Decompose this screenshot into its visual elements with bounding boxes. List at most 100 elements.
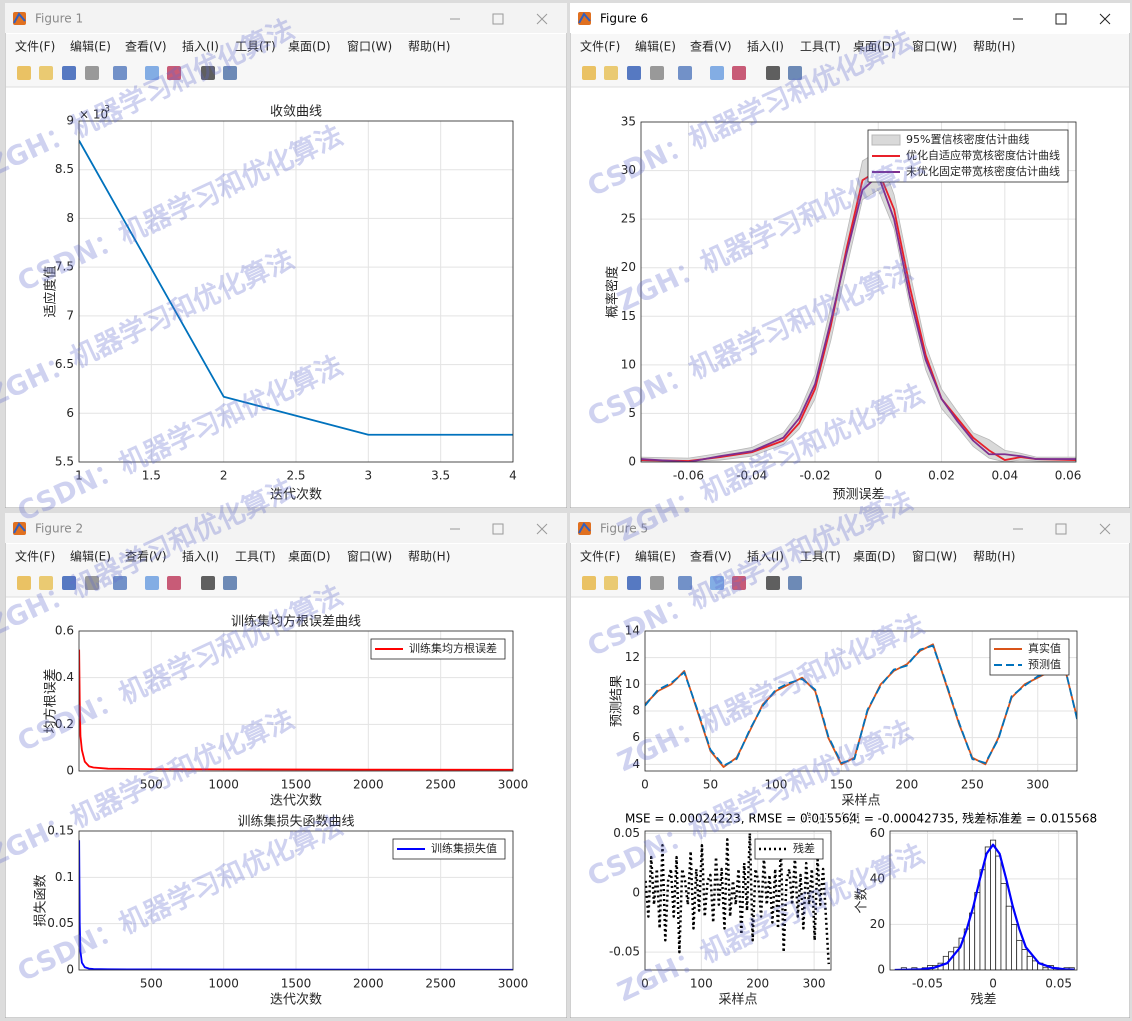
- menu-item[interactable]: 帮助(H): [408, 550, 450, 564]
- toolbar-button[interactable]: [17, 576, 31, 590]
- close-button[interactable]: [536, 523, 548, 535]
- close-button[interactable]: [1099, 523, 1111, 535]
- menu-item[interactable]: 窗口(W): [347, 550, 392, 564]
- menu-item[interactable]: 帮助(H): [973, 550, 1015, 564]
- toolbar-button[interactable]: [223, 576, 237, 590]
- legend-box: [754, 838, 824, 860]
- x-tick-label: 2: [220, 469, 228, 483]
- legend-label: 残差: [793, 841, 815, 855]
- toolbar-button[interactable]: [788, 576, 802, 590]
- menu-item[interactable]: 帮助(H): [408, 40, 450, 54]
- menu-item[interactable]: 查看(V): [125, 550, 167, 564]
- menu-item[interactable]: 编辑(E): [70, 549, 111, 564]
- y-tick-label: 8.5: [55, 162, 74, 176]
- menu-item[interactable]: 桌面(D): [288, 40, 331, 54]
- toolbar-button[interactable]: [627, 576, 641, 590]
- menu-item[interactable]: 文件(F): [580, 549, 620, 564]
- toolbar-button[interactable]: [201, 66, 215, 80]
- toolbar-button[interactable]: [39, 576, 53, 590]
- toolbar-button[interactable]: [113, 66, 127, 80]
- figure-window: Figure 6 文件(F) 编辑(E) 查看(V) 插入(I) 工具(T) 桌面(D) 窗口…: [570, 3, 1130, 508]
- toolbar-button[interactable]: [732, 576, 746, 590]
- menu-item[interactable]: 工具(T): [235, 40, 276, 54]
- toolbar-button[interactable]: [582, 576, 596, 590]
- maximize-button[interactable]: [492, 523, 504, 535]
- toolbar-button[interactable]: [62, 576, 76, 590]
- toolbar-button[interactable]: [39, 66, 53, 80]
- toolbar-button[interactable]: [201, 576, 215, 590]
- toolbar-button[interactable]: [113, 576, 127, 590]
- toolbar-button[interactable]: [627, 66, 641, 80]
- plot-area: [894, 839, 1075, 970]
- menu-item[interactable]: 工具(T): [800, 550, 841, 564]
- axes-title: 收敛曲线: [270, 104, 322, 120]
- toolbar-button[interactable]: [678, 66, 692, 80]
- y-axis-label: 损失函数: [34, 874, 49, 926]
- toolbar-button[interactable]: [650, 576, 664, 590]
- window-icon-shape: [13, 12, 26, 24]
- x-tick-label: 500: [140, 977, 163, 991]
- toolbar-button[interactable]: [167, 576, 181, 590]
- toolbar-button[interactable]: [62, 66, 76, 80]
- toolbar-button[interactable]: [678, 576, 692, 590]
- menu-item[interactable]: 查看(V): [125, 40, 167, 54]
- toolbar-button[interactable]: [85, 576, 99, 590]
- menu-item[interactable]: 编辑(E): [635, 549, 676, 564]
- toolbar-button[interactable]: [223, 66, 237, 80]
- menu-item[interactable]: 工具(T): [800, 40, 841, 54]
- toolbar-button[interactable]: [145, 66, 159, 80]
- toolbar-button[interactable]: [650, 66, 664, 80]
- close-button[interactable]: [1099, 13, 1111, 25]
- x-axis-label: 迭代次数: [270, 992, 322, 1008]
- toolbar-button[interactable]: [732, 66, 746, 80]
- plot-area: [645, 832, 830, 965]
- menu-item[interactable]: 插入(I): [747, 550, 784, 564]
- histogram-bar: [1021, 949, 1028, 970]
- toolbar-button[interactable]: [788, 66, 802, 80]
- toolbar-button[interactable]: [710, 576, 724, 590]
- y-tick-label: 35: [621, 115, 636, 129]
- x-tick-label: -0.05: [912, 977, 943, 991]
- menu-item[interactable]: 工具(T): [235, 550, 276, 564]
- toolbar-button[interactable]: [604, 66, 618, 80]
- menu-item[interactable]: 文件(F): [15, 549, 55, 564]
- maximize-button[interactable]: [1055, 523, 1067, 535]
- menu-item[interactable]: 窗口(W): [912, 550, 957, 564]
- menu-item[interactable]: 窗口(W): [347, 40, 392, 54]
- axes-box: [644, 630, 1078, 772]
- maximize-button[interactable]: [1055, 13, 1067, 25]
- histogram-bar: [1016, 939, 1023, 970]
- toolbar-button[interactable]: [582, 66, 596, 80]
- menu-item[interactable]: 桌面(D): [853, 550, 896, 564]
- x-tick-label: 200: [746, 977, 769, 991]
- toolbar-button[interactable]: [766, 576, 780, 590]
- menu-item[interactable]: 查看(V): [690, 40, 732, 54]
- menu-item[interactable]: 窗口(W): [912, 40, 957, 54]
- y-tick-label: 0: [628, 455, 636, 469]
- axes-title: 训练集损失函数曲线: [237, 814, 354, 830]
- menu-item[interactable]: 查看(V): [690, 550, 732, 564]
- data-line: [641, 174, 1076, 462]
- menu-item[interactable]: 桌面(D): [288, 550, 331, 564]
- toolbar-button[interactable]: [85, 66, 99, 80]
- menu-item[interactable]: 文件(F): [580, 39, 620, 54]
- toolbar-button[interactable]: [604, 576, 618, 590]
- y-tick-label: 6: [66, 406, 74, 420]
- stats-annotation: 残差平均值 = -0.00042735, 残差标准差 = 0.015568: [800, 811, 1097, 826]
- menu-item[interactable]: 插入(I): [182, 40, 219, 54]
- toolbar-button[interactable]: [145, 576, 159, 590]
- menu-item[interactable]: 编辑(E): [635, 39, 676, 54]
- toolbar-button[interactable]: [17, 66, 31, 80]
- menu-item[interactable]: 帮助(H): [973, 40, 1015, 54]
- toolbar-button[interactable]: [710, 66, 724, 80]
- maximize-button[interactable]: [492, 13, 504, 25]
- menu-item[interactable]: 插入(I): [182, 550, 219, 564]
- toolbar-button[interactable]: [167, 66, 181, 80]
- menu-item[interactable]: 桌面(D): [853, 40, 896, 54]
- toolbar-button[interactable]: [766, 66, 780, 80]
- menu-item[interactable]: 插入(I): [747, 40, 784, 54]
- menu-item[interactable]: 文件(F): [15, 39, 55, 54]
- close-button[interactable]: [536, 13, 548, 25]
- menu-item[interactable]: 编辑(E): [70, 39, 111, 54]
- title-bar: [570, 513, 1130, 543]
